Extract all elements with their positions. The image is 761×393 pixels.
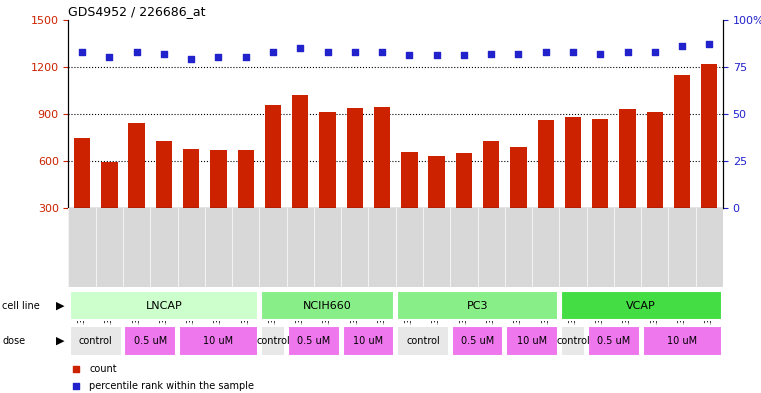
Point (131, 49, 143, 55)
Bar (401, 152, 418, 255)
Bar (129, 123, 145, 255)
Text: LNCAP: LNCAP (145, 301, 183, 310)
Text: 0.5 uM: 0.5 uM (298, 336, 330, 346)
Point (703, 41, 715, 47)
Bar (565, 117, 581, 255)
Bar (74, 138, 91, 255)
Point (485, 50, 497, 57)
Bar (588, 326, 640, 356)
Point (676, 43, 688, 49)
Text: ▶: ▶ (56, 301, 65, 310)
Point (403, 52, 416, 59)
Bar (506, 326, 558, 356)
Text: dose: dose (2, 336, 25, 346)
Point (512, 50, 524, 57)
Point (212, 54, 224, 61)
Text: 10 uM: 10 uM (203, 336, 234, 346)
Bar (265, 105, 281, 255)
Bar (673, 75, 690, 255)
Point (185, 56, 197, 62)
Bar (261, 291, 394, 320)
Text: GDS4952 / 226686_at: GDS4952 / 226686_at (68, 6, 206, 18)
Bar (397, 326, 449, 356)
Text: percentile rank within the sample: percentile rank within the sample (90, 381, 254, 391)
Text: 10 uM: 10 uM (353, 336, 384, 346)
Bar (397, 291, 558, 320)
Text: control: control (79, 336, 113, 346)
Bar (70, 291, 258, 320)
Bar (342, 326, 394, 356)
Point (431, 52, 443, 59)
Bar (592, 119, 609, 255)
Text: cell line: cell line (2, 301, 40, 310)
Bar (510, 147, 527, 255)
Text: 0.5 uM: 0.5 uM (597, 336, 631, 346)
Bar (561, 326, 585, 356)
Point (349, 49, 361, 55)
Text: 10 uM: 10 uM (667, 336, 697, 346)
Point (76, 49, 88, 55)
Point (267, 49, 279, 55)
Point (103, 54, 116, 61)
Point (594, 50, 607, 57)
Text: 0.5 uM: 0.5 uM (134, 336, 167, 346)
Bar (451, 326, 504, 356)
Text: NCIH660: NCIH660 (303, 301, 352, 310)
Text: count: count (90, 364, 117, 374)
Text: control: control (556, 336, 590, 346)
Point (158, 50, 170, 57)
Point (295, 45, 307, 51)
Bar (701, 64, 718, 255)
Text: PC3: PC3 (466, 301, 489, 310)
Point (321, 49, 333, 55)
Bar (647, 112, 663, 255)
Point (540, 49, 552, 55)
Bar (210, 150, 227, 255)
Point (461, 154, 473, 161)
Bar (619, 109, 635, 255)
Point (376, 49, 388, 55)
Point (240, 54, 252, 61)
Bar (346, 108, 363, 255)
Bar (179, 326, 258, 356)
Point (648, 49, 661, 55)
Text: VCAP: VCAP (626, 301, 656, 310)
Bar (124, 326, 177, 356)
Text: ▶: ▶ (56, 336, 65, 346)
Bar (292, 95, 308, 255)
Bar (101, 162, 117, 255)
Bar (183, 149, 199, 255)
Bar (237, 150, 254, 255)
Point (567, 49, 579, 55)
Point (458, 52, 470, 59)
Bar (483, 141, 499, 255)
Bar (428, 156, 444, 255)
Bar (642, 326, 721, 356)
Point (461, 307, 473, 313)
Bar (456, 153, 472, 255)
Point (622, 49, 634, 55)
Text: 0.5 uM: 0.5 uM (461, 336, 494, 346)
Text: control: control (406, 336, 440, 346)
Text: control: control (256, 336, 290, 346)
Bar (261, 326, 285, 356)
Text: 10 uM: 10 uM (517, 336, 547, 346)
Bar (537, 120, 554, 255)
Bar (288, 326, 340, 356)
Bar (156, 141, 172, 255)
Bar (320, 112, 336, 255)
Bar (70, 326, 122, 356)
Bar (561, 291, 721, 320)
Bar (374, 107, 390, 255)
